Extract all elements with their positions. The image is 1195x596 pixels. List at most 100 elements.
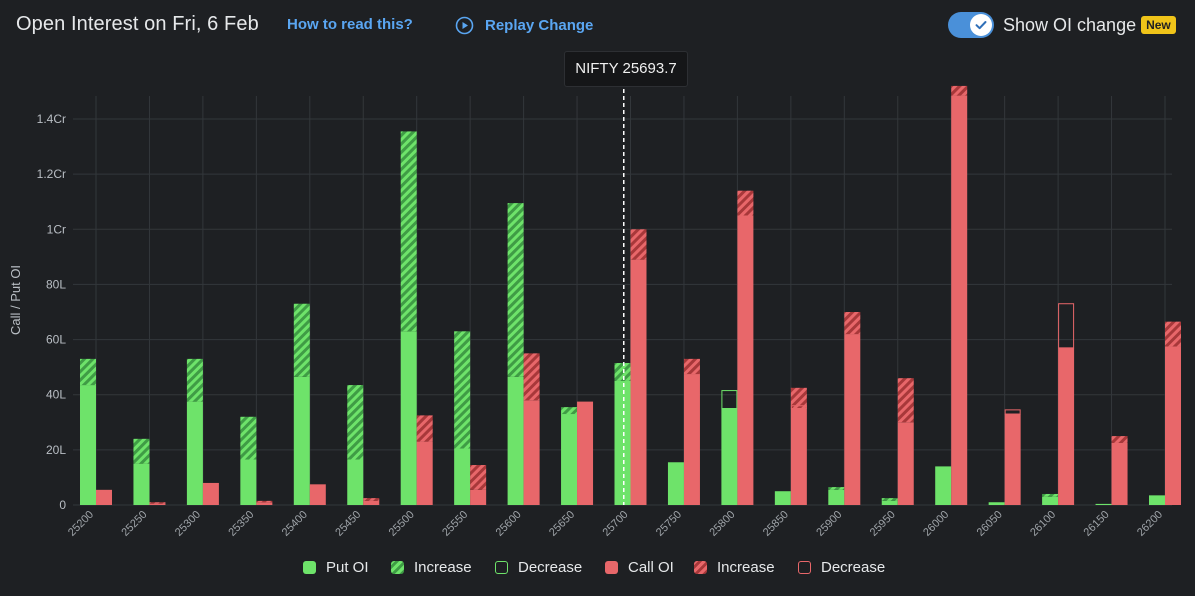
call-bar-base (577, 401, 594, 505)
put-oi-swatch (303, 560, 316, 574)
call-bar (96, 489, 112, 505)
put-bar-increase (186, 358, 203, 402)
put-bar (881, 498, 898, 505)
call-bar-base (897, 422, 914, 505)
call-bar-increase (630, 229, 647, 260)
x-tick-label: 26150 (1082, 509, 1112, 539)
call-bar-increase (844, 312, 861, 335)
put-bar-increase (1042, 493, 1059, 497)
put-bar (400, 131, 417, 505)
call-bar (256, 500, 273, 505)
call-bar (897, 378, 914, 505)
call-bar-base (951, 95, 968, 506)
put-bar (347, 385, 364, 505)
put-bar-base (935, 466, 952, 505)
call-bar-decrease (1004, 409, 1021, 415)
legend-label: Decrease (518, 558, 583, 576)
call-bar-base (470, 489, 487, 505)
put-bar (614, 363, 631, 505)
how-to-read-link[interactable]: How to read this? (287, 16, 413, 33)
put-bar (1149, 495, 1165, 505)
call-bar-base (683, 374, 700, 505)
call-bar (523, 353, 540, 505)
put-bar (667, 462, 684, 505)
put-bar-decrease (721, 390, 738, 410)
x-tick-label: 25750 (654, 509, 684, 539)
call-bar-base (790, 408, 807, 505)
put-bar-base (80, 385, 96, 505)
put-bar-increase (881, 498, 898, 501)
y-tick-label: 60L (46, 333, 66, 347)
put-bar (561, 407, 578, 505)
legend-call-decrease[interactable]: Decrease (798, 556, 885, 578)
legend-put-oi[interactable]: Put OI (303, 556, 369, 578)
x-tick-label: 25550 (440, 509, 470, 539)
call-bar-decrease (790, 405, 807, 410)
legend-call-oi[interactable]: Call OI (605, 556, 674, 578)
put-bar-base (133, 463, 150, 505)
put-bar (774, 491, 791, 505)
call-bar-base (256, 502, 273, 505)
put-bar-base (1042, 496, 1059, 505)
x-tick-label: 25900 (814, 509, 844, 539)
call-bar-increase (790, 387, 807, 409)
x-tick-label: 26200 (1135, 509, 1165, 539)
x-tick-label: 25950 (868, 509, 898, 539)
put-bar-base (347, 459, 364, 505)
replay-change-label: Replay Change (485, 16, 594, 34)
call-bar-base (96, 489, 112, 505)
x-tick-label: 25250 (119, 509, 149, 539)
toggle-knob (970, 14, 992, 36)
y-tick-label: 1Cr (47, 222, 66, 236)
call-bar (202, 482, 219, 505)
put-bar-increase (80, 358, 96, 386)
play-circle-icon (455, 16, 474, 35)
put-bar (1042, 493, 1059, 505)
put-bar-base (400, 331, 417, 505)
replay-change-button[interactable]: Replay Change (455, 15, 593, 35)
call-bar-decrease (1058, 303, 1075, 349)
put-bar (80, 358, 96, 505)
call-bar-base (1111, 442, 1128, 505)
put-bar-increase (293, 303, 310, 377)
put-bar-increase (561, 407, 578, 415)
put-bar (293, 303, 310, 505)
y-tick-label: 1.2Cr (37, 167, 66, 181)
x-tick-label: 26050 (975, 509, 1005, 539)
put-bar-base (828, 489, 845, 505)
call-bar-base (363, 500, 380, 505)
legend-label: Put OI (326, 558, 369, 576)
put-bar-base (614, 380, 631, 505)
chart-legend: Put OI Increase Decrease Call OI Increas… (0, 556, 1195, 578)
x-tick-label: 25650 (547, 509, 577, 539)
call-bar (1058, 303, 1075, 505)
legend-label: Decrease (821, 558, 886, 576)
call-bar-base (309, 484, 326, 505)
x-tick-label: 25350 (226, 509, 256, 539)
put-bar-base (186, 401, 203, 505)
call-bar (309, 484, 326, 505)
call-bar-increase (897, 378, 914, 423)
call-bar (844, 312, 861, 505)
legend-put-increase[interactable]: Increase (391, 556, 472, 578)
call-bar-increase (737, 190, 754, 216)
call-bar-increase (1165, 321, 1181, 347)
put-bar (935, 466, 952, 505)
show-oi-change-label: Show OI change (1003, 14, 1137, 35)
show-oi-change-toggle[interactable] (948, 12, 994, 38)
put-bar-base (454, 448, 471, 505)
x-tick-label: 25300 (173, 509, 203, 539)
x-tick-label: 25800 (707, 509, 737, 539)
y-tick-label: 40L (46, 388, 66, 402)
legend-label: Call OI (628, 558, 674, 576)
legend-put-decrease[interactable]: Decrease (495, 556, 582, 578)
legend-call-increase[interactable]: Increase (694, 556, 775, 578)
put-bar-base (774, 491, 791, 505)
put-bar-base (1149, 495, 1165, 505)
call-bar (577, 401, 594, 505)
oi-change-toggle-group: Show OI change New (948, 12, 1176, 38)
put-bar-base (721, 408, 738, 505)
check-icon (975, 21, 987, 30)
call-bar-increase (256, 500, 273, 503)
